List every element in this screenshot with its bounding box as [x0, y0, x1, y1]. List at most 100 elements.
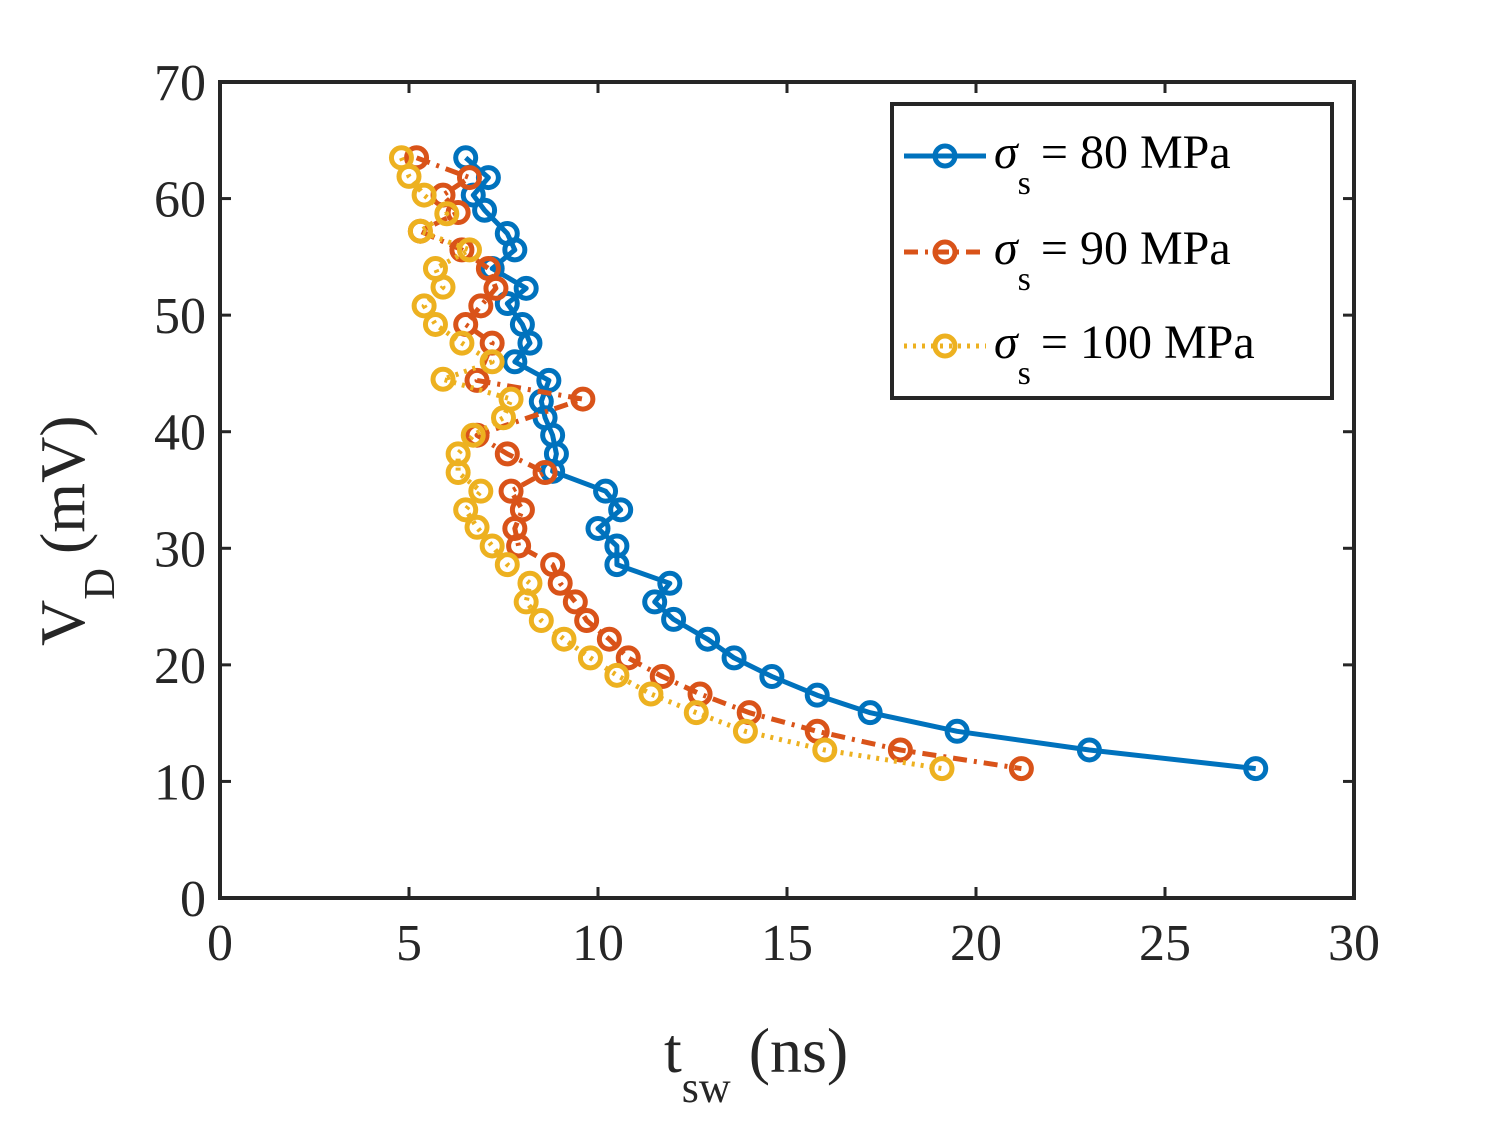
data-point [1243, 756, 1269, 782]
data-point [456, 237, 482, 263]
data-point [407, 218, 433, 244]
legend-box [890, 102, 1334, 400]
y-axis-label-unit: (mV) [27, 415, 98, 554]
data-point [430, 274, 456, 300]
data-point [502, 237, 528, 263]
data-point [460, 422, 486, 448]
data-point [411, 182, 437, 208]
data-point [585, 515, 611, 541]
x-tick-label: 15 [761, 915, 813, 972]
legend-sub-100: s [1018, 355, 1031, 392]
y-tick-label: 70 [154, 55, 206, 112]
x-tick-label: 25 [1139, 915, 1191, 972]
data-point [449, 237, 475, 263]
y-tick-label: 30 [154, 521, 206, 578]
data-point [532, 460, 558, 486]
data-point [570, 386, 596, 412]
data-point [604, 662, 630, 688]
data-point [759, 664, 785, 690]
data-point [857, 700, 883, 726]
data-point [430, 366, 456, 392]
legend-sub-80: s [1018, 165, 1031, 202]
data-point [434, 201, 460, 227]
legend: σs= 80 MPa σs= 90 MPa σs= 100 MPa [890, 102, 1334, 400]
data-point [506, 533, 532, 559]
x-axis-label-sub: sw [682, 1063, 731, 1112]
data-point [649, 664, 675, 690]
data-point [695, 626, 721, 652]
y-axis-label: VD (mV) [27, 415, 124, 646]
data-point [536, 367, 562, 393]
legend-label-80: σs = 80 MPa [994, 126, 1231, 202]
data-point [396, 163, 422, 189]
data-point [593, 478, 619, 504]
data-point [494, 441, 520, 467]
data-point [887, 737, 913, 763]
x-axis-label-unit: (ns) [749, 1015, 849, 1086]
legend-text-100: = 100 MPa [1041, 316, 1255, 369]
data-point [483, 275, 509, 301]
data-point [721, 645, 747, 671]
data-point [1076, 737, 1102, 763]
data-point [411, 293, 437, 319]
data-point [683, 700, 709, 726]
y-tick-labels: 0 10 20 30 40 50 60 70 [154, 55, 206, 928]
data-point [642, 589, 668, 615]
data-point [491, 405, 516, 431]
legend-sub-90: s [1018, 261, 1031, 298]
x-tick-label: 0 [207, 915, 233, 972]
x-tick-label: 5 [396, 915, 422, 972]
data-point [498, 478, 524, 504]
data-series [388, 145, 1269, 782]
data-point [468, 478, 494, 504]
data-point [574, 608, 600, 634]
data-point [657, 570, 683, 596]
x-axis-label-main: t [664, 1015, 682, 1086]
x-tick-label: 10 [572, 915, 624, 972]
x-axis-label: tsw (ns) [664, 1015, 848, 1112]
legend-marker-100 [932, 333, 958, 359]
series-90-mpa [404, 145, 1034, 782]
legend-entry-100: σs = 100 MPa [904, 316, 1255, 392]
data-point [453, 497, 479, 523]
y-tick-label: 60 [154, 172, 206, 229]
data-point [638, 681, 664, 707]
data-point [502, 349, 528, 375]
data-point [604, 552, 630, 578]
y-tick-label: 10 [154, 754, 206, 811]
data-point [528, 608, 554, 634]
data-point [812, 737, 838, 763]
legend-entry-80: σs = 80 MPa [904, 126, 1231, 202]
data-point [464, 514, 490, 540]
data-point [479, 349, 505, 375]
data-point [464, 367, 490, 393]
y-axis-label-main: V [27, 600, 98, 646]
legend-entry-90: σs = 90 MPa [904, 222, 1231, 298]
data-point [944, 718, 970, 744]
data-point [422, 311, 448, 337]
legend-text-90: = 90 MPa [1041, 222, 1231, 275]
legend-text-80: = 80 MPa [1041, 126, 1231, 179]
legend-symbol-90: σ [994, 222, 1020, 275]
x-tick-label: 20 [950, 915, 1002, 972]
data-point [596, 626, 622, 652]
data-point [732, 718, 758, 744]
data-point [577, 645, 603, 671]
legend-label-100: σs = 100 MPa [994, 316, 1255, 392]
data-point [661, 606, 687, 632]
y-tick-label: 20 [154, 638, 206, 695]
data-point [608, 497, 634, 523]
legend-marker-80 [932, 143, 958, 169]
legend-marker-90 [932, 239, 958, 265]
data-point [513, 589, 539, 615]
data-point [517, 330, 543, 356]
data-point [456, 165, 482, 191]
y-tick-label: 40 [154, 405, 206, 462]
data-point [449, 330, 475, 356]
y-axis-label-sub: D [75, 568, 124, 600]
data-point [551, 626, 577, 652]
legend-symbol-100: σ [994, 316, 1020, 369]
data-point [929, 756, 955, 782]
x-tick-label: 30 [1328, 915, 1380, 972]
